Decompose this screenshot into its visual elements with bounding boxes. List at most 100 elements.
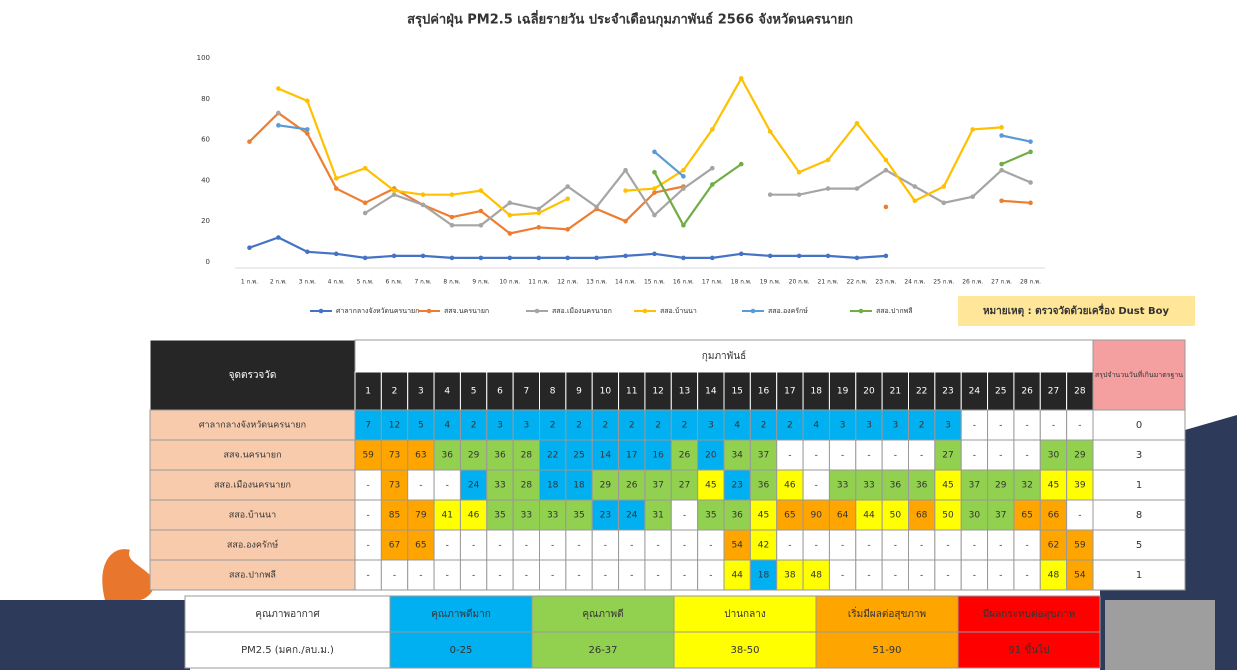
value-cell [697,529,725,561]
day-header-cell [591,371,620,411]
x-tick-label: 10 ก.พ. [499,279,520,286]
value-cell [433,499,461,531]
cell-value: - [630,571,633,581]
cell-value: 28 [521,451,533,461]
cell-value: - [656,541,659,551]
cell-value: 68 [916,511,928,521]
cell-value: 4 [813,421,819,431]
level-label: คุณภาพดี [582,608,623,620]
value-cell [828,499,857,531]
cell-value: 90 [811,511,823,521]
x-tick-label: 2 ก.พ. [270,279,287,286]
day-header: 24 [969,387,981,397]
point [362,255,368,261]
chart-title: สรุปค่าฝุ่น PM2.5 เฉลี่ยรายวัน ประจำเดือ… [407,10,853,28]
level-range: 0-25 [450,645,473,656]
cell-value: 14 [600,451,612,461]
value-cell [565,529,593,561]
series-line [364,167,1031,227]
value-cell [539,469,567,501]
level-cell [957,595,1101,633]
point [305,98,310,104]
day-header: 7 [523,387,529,397]
cell-value: 18 [573,481,585,491]
value-cell [987,559,1015,591]
row-label: สสอ.บ้านนา [229,510,276,521]
value-cell [380,529,409,561]
cell-value: 48 [1048,571,1060,581]
cell-value: 33 [494,481,505,491]
cell-value: - [709,571,712,581]
day-header: 16 [758,387,770,397]
cell-value: 36 [494,451,506,461]
day-header: 27 [1048,387,1059,397]
row-label-cell [149,409,356,441]
level-cell [389,631,533,669]
cell-value: 73 [389,451,400,461]
cell-value: - [788,451,791,461]
cell-value: - [973,571,976,581]
point [883,157,889,163]
level-label: คุณภาพดีมาก [431,608,491,620]
cell-value: 4 [734,421,740,431]
value-cell [1039,409,1068,441]
cell-value: - [973,451,976,461]
value-cell [1039,559,1068,591]
x-tick-label: 14 ก.พ. [615,279,636,286]
day-header-cell [565,371,593,411]
legend-marker [750,308,756,314]
x-tick-label: 26 ก.พ. [962,279,983,286]
cell-value: 12 [389,421,400,431]
cell-value: 30 [1048,451,1060,461]
series-line [249,236,886,260]
cell-value: - [1052,421,1055,431]
day-header-cell [354,371,382,411]
level-cell [389,595,533,633]
point [478,188,484,193]
row-label-cell [149,439,356,471]
cell-value: - [1078,421,1081,431]
value-cell [644,469,672,501]
point [854,186,860,191]
cell-value: - [841,451,844,461]
summary-value: 5 [1136,540,1142,551]
cell-value: - [867,571,870,581]
point [912,184,918,189]
point [681,167,686,173]
cell-value: - [946,571,949,581]
x-tick-label: 13 ก.พ. [586,279,607,286]
cell-value: 26 [679,451,691,461]
value-cell [670,559,699,591]
cell-value: - [393,571,396,581]
value-cell [855,499,883,531]
x-tick-label: 11 ก.พ. [528,279,549,286]
day-header: 12 [652,387,663,397]
cell-value: 39 [1074,481,1086,491]
cell-value: - [551,571,554,581]
cell-value: - [551,541,554,551]
value-cell [354,529,382,561]
value-cell [486,499,514,531]
cell-value: 23 [600,511,611,521]
point [883,253,889,259]
cell-value: 18 [547,481,559,491]
cell-value: - [446,481,449,491]
x-tick-label: 25 ก.พ. [933,279,954,286]
cell-value: - [999,571,1002,581]
cell-value: - [577,541,580,551]
point [1028,149,1033,155]
legend-label: ศาลากลางจังหวัดนครนายก [336,307,419,315]
cell-value: 29 [600,481,612,491]
legend-marker [426,308,432,314]
value-cell [1039,499,1068,531]
value-cell [987,439,1015,471]
quality-legend: คุณภาพอากาศ PM2.5 (มคก./ลบ.ม.) คุณภาพดีมาก… [184,595,1101,669]
value-cell [591,409,620,441]
value-cell [749,559,778,591]
level-range: 51-90 [872,645,901,656]
day-header: 14 [705,387,717,397]
summary-value: 1 [1136,480,1142,491]
cell-value: - [367,481,370,491]
cell-value: 62 [1048,541,1059,551]
cell-value: - [1025,541,1028,551]
